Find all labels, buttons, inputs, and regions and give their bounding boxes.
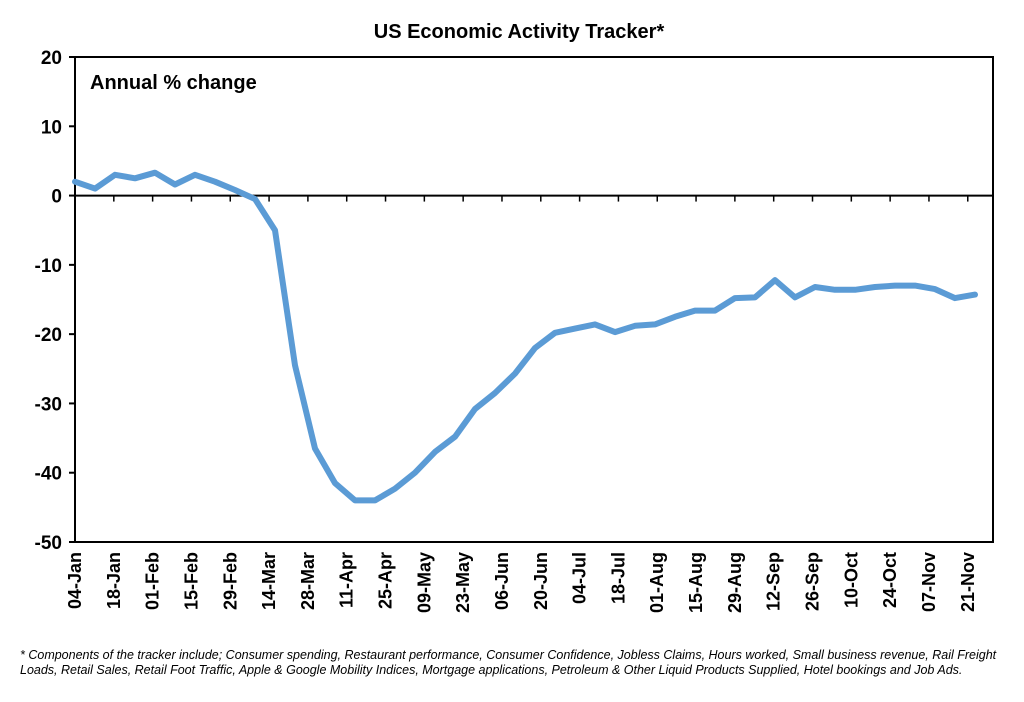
y-tick-label: 10 [41,117,62,138]
y-tick-label: -20 [35,325,62,346]
y-tick-label: -40 [35,464,62,485]
x-tick-label: 01-Feb [143,552,163,610]
x-tick-label: 20-Jun [531,552,551,610]
chart-subtitle: Annual % change [90,72,257,94]
x-tick-label: 15-Aug [686,552,706,613]
y-tick-label: -50 [35,533,62,554]
x-tick-label: 18-Jul [608,552,628,604]
x-tick-label: 01-Aug [647,552,667,613]
x-tick-label: 15-Feb [181,552,201,610]
plot-area-frame [74,56,994,543]
x-tick-label: 18-Jan [104,552,124,609]
x-tick-label: 29-Feb [220,552,240,610]
x-tick-label: 29-Aug [725,552,745,613]
x-tick-label: 10-Oct [841,552,861,608]
x-tick-label: 12-Sep [764,552,784,611]
x-tick-label: 25-Apr [376,552,396,609]
x-tick-label: 04-Jan [65,552,85,609]
footnote: * Components of the tracker include; Con… [20,648,997,677]
series-layer [72,169,978,504]
x-tick-label: 24-Oct [880,552,900,608]
x-tick-label: 21-Nov [958,552,978,612]
x-tick-label: 28-Mar [298,552,318,610]
y-tick-label: -10 [35,256,62,277]
x-tick-label: 26-Sep [803,552,823,611]
series-line [72,169,978,504]
x-tick-label: 11-Apr [337,552,357,608]
x-tick-label: 14-Mar [259,552,279,610]
x-tick-label: 09-May [414,552,434,613]
x-tick-label: 04-Jul [570,552,590,604]
y-tick-label: 20 [41,48,62,69]
chart-title: US Economic Activity Tracker* [374,21,665,43]
x-tick-label: 07-Nov [919,552,939,612]
x-tick-label: 23-May [453,552,473,613]
y-tick-label: 0 [51,187,62,208]
x-tick-label: 06-Jun [492,552,512,610]
y-tick-label: -30 [35,394,62,415]
